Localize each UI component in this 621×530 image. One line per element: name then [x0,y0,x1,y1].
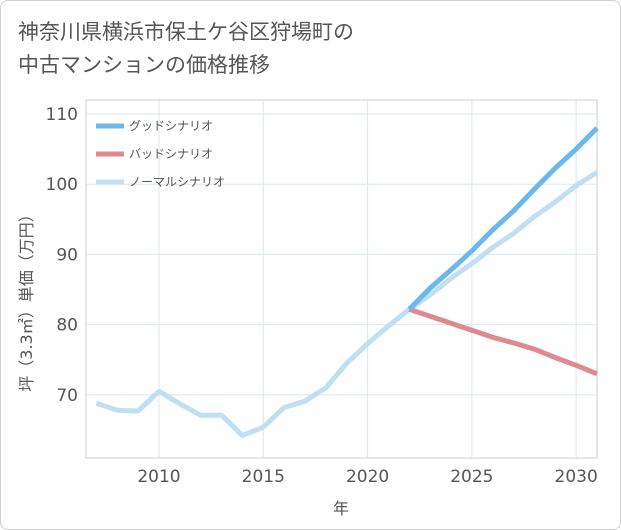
y-tick-label: 90 [56,245,78,265]
grid-lines [86,100,597,458]
legend-label: グッドシナリオ [129,119,213,133]
y-tick-label: 80 [56,316,78,336]
axis-ticks: 70 80 90 100 110 2010 2015 2020 2025 2030 [46,105,598,487]
y-tick-label: 70 [56,386,78,406]
y-axis-label: 坪（3.3㎡）単価（万円） [17,206,36,391]
series-line-2 [95,170,599,438]
y-tick-label: 100 [46,175,78,195]
series-line-0 [407,126,599,311]
y-tick-label: 110 [46,105,78,125]
x-tick-label: 2030 [555,467,598,487]
x-tick-label: 2015 [242,467,285,487]
x-axis-label: 年 [333,499,349,518]
x-tick-label: 2010 [137,467,180,487]
legend-label: ノーマルシナリオ [129,175,225,189]
legend-label: バッドシナリオ [129,147,213,161]
x-tick-label: 2025 [450,467,493,487]
series-lines [95,126,599,438]
series-line-1 [408,306,598,377]
chart-title: 神奈川県横浜市保土ケ谷区狩場町の 中古マンションの価格推移 [18,20,354,77]
x-tick-label: 2020 [346,467,389,487]
